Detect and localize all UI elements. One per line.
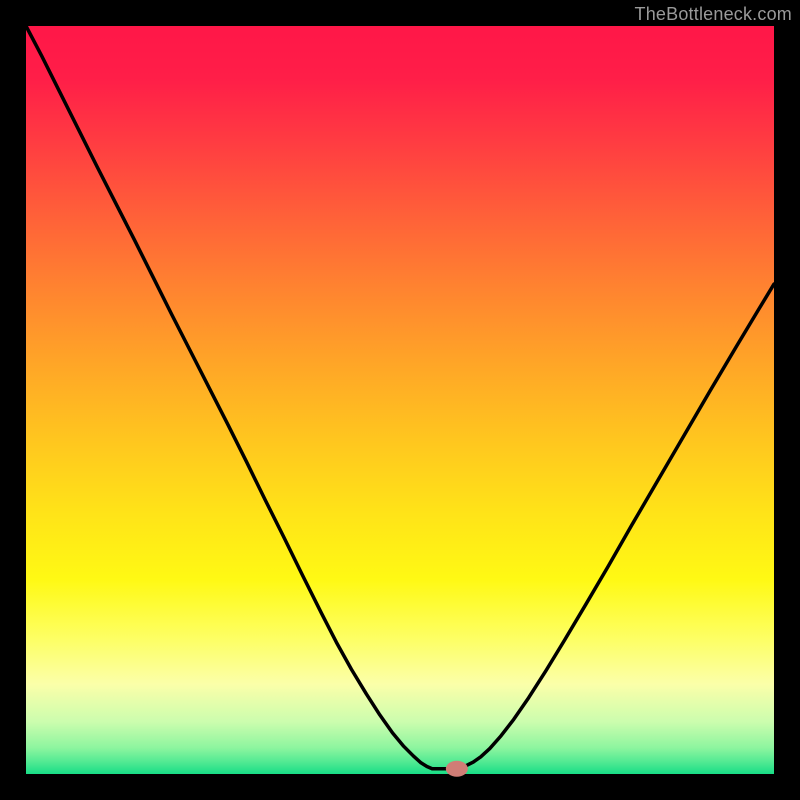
watermark-text: TheBottleneck.com <box>635 4 792 25</box>
plot-background <box>26 26 774 774</box>
optimum-marker <box>446 761 468 777</box>
chart-container: TheBottleneck.com <box>0 0 800 800</box>
bottleneck-chart <box>0 0 800 800</box>
